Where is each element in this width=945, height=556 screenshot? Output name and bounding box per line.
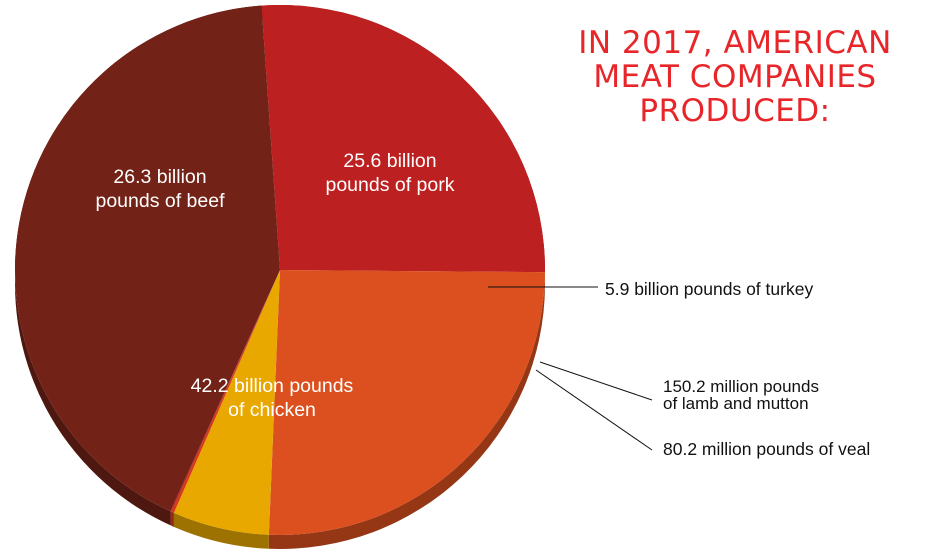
- label-veal-line: 80.2 million pounds of veal: [663, 439, 870, 459]
- label-lamb-and-mutton-line: of lamb and mutton: [663, 394, 809, 413]
- label-lamb-and-mutton: 150.2 million pounds of lamb and mutton: [663, 377, 819, 413]
- pie-depth: [14, 5, 546, 549]
- label-turkey: 5.9 billion pounds of turkey: [605, 279, 813, 299]
- chart-title: IN 2017, AMERICAN MEAT COMPANIES PRODUCE…: [505, 26, 945, 128]
- label-chicken-line: of chicken: [228, 399, 316, 421]
- label-beef-line: 26.3 billion: [113, 166, 206, 188]
- title-line-3: PRODUCED:: [639, 93, 831, 129]
- label-chicken: 42.2 billion pounds of chicken: [191, 375, 354, 421]
- slice-beef: [261, 5, 546, 273]
- label-pork-line: pounds of pork: [325, 174, 454, 196]
- slice-pork: [268, 270, 545, 535]
- label-beef-line: pounds of beef: [95, 190, 225, 212]
- label-veal: 80.2 million pounds of veal: [663, 439, 870, 459]
- label-lamb-and-mutton-line: 150.2 million pounds: [663, 377, 819, 396]
- label-beef: 26.3 billion pounds of beef: [95, 166, 225, 212]
- label-chicken-line: 42.2 billion pounds: [191, 375, 354, 397]
- label-turkey-line: 5.9 billion pounds of turkey: [605, 279, 813, 299]
- pie-depth-veal: [170, 511, 172, 526]
- title-line-1: IN 2017, AMERICAN: [578, 25, 892, 61]
- pie-depth-turkey: [173, 512, 269, 549]
- leader-line-lamb-and-mutton: [539, 361, 653, 401]
- pie-slices: [14, 5, 546, 535]
- slice-veal: [170, 270, 280, 512]
- leader-line-veal: [535, 369, 653, 451]
- slice-chicken: [14, 5, 280, 512]
- label-pork: 25.6 billion pounds of pork: [325, 150, 454, 196]
- label-pork-line: 25.6 billion: [343, 150, 436, 172]
- title-line-2: MEAT COMPANIES: [593, 59, 877, 95]
- slice-lamb-and-mutton: [171, 270, 280, 513]
- pie-depth-lamb-and-mutton: [171, 511, 174, 527]
- slice-turkey: [173, 270, 280, 535]
